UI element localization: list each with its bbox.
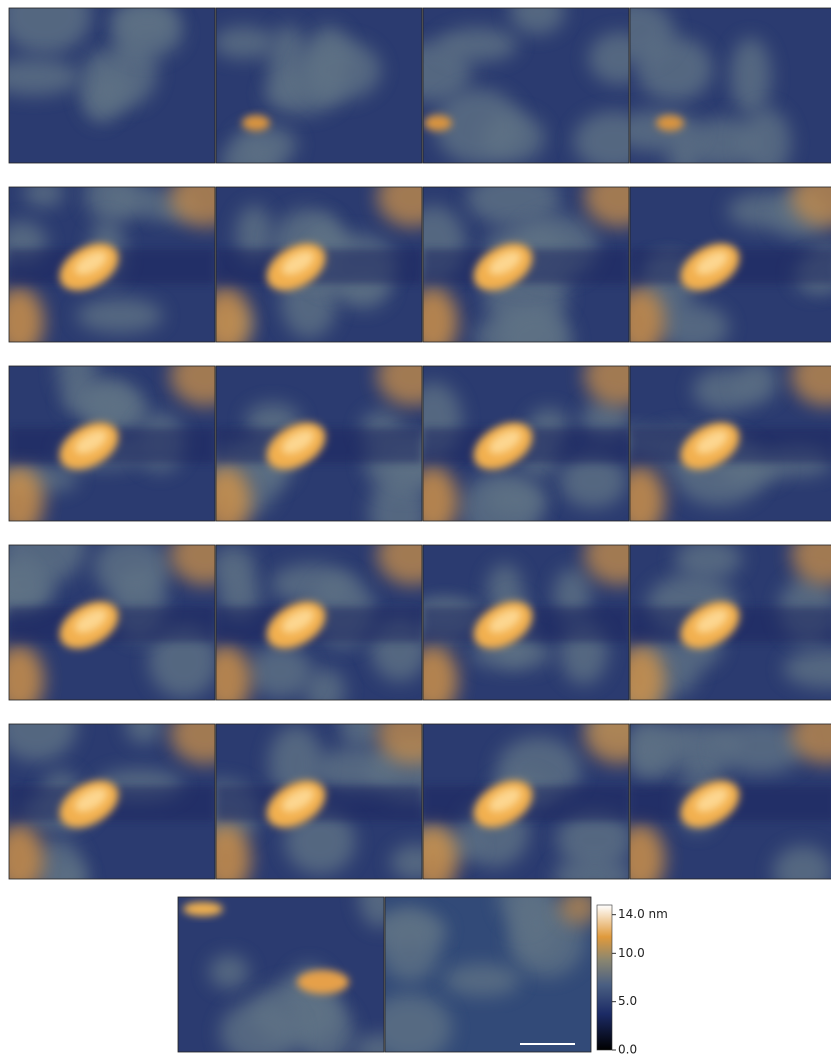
terrain — [76, 298, 163, 333]
terrain — [107, 184, 167, 217]
panel-content — [0, 507, 240, 715]
panel-content — [0, 0, 215, 163]
terrain — [209, 955, 249, 989]
particle — [424, 115, 452, 131]
terrain — [773, 845, 831, 898]
afm-panel — [183, 704, 456, 894]
image-panels — [0, 0, 831, 1056]
particle — [242, 115, 270, 131]
afm-panel — [404, 525, 654, 715]
afm-panel — [363, 868, 599, 1056]
terrain — [437, 27, 518, 62]
figure: 14.0 nm 10.0 5.0 0.0 — [0, 0, 831, 1056]
terrain — [741, 108, 791, 178]
colorbar — [597, 905, 612, 1050]
afm-panel — [384, 702, 654, 895]
afm-panel — [201, 525, 447, 715]
panel-content — [596, 0, 831, 179]
panel-content — [0, 338, 240, 536]
panel-content — [394, 0, 654, 171]
panel-content — [0, 167, 240, 357]
afm-panel — [596, 0, 831, 179]
terrain — [213, 26, 276, 59]
terrain — [484, 484, 546, 516]
afm-panel — [0, 338, 240, 536]
afm-panel — [615, 704, 831, 898]
panel-content — [201, 525, 447, 715]
panel-content — [598, 346, 831, 536]
panel-content — [615, 704, 831, 898]
afm-panel — [213, 8, 422, 181]
panel-content — [404, 525, 654, 715]
terrain — [313, 747, 397, 792]
panel-content — [615, 167, 831, 357]
panel-content — [0, 690, 240, 903]
terrain — [444, 964, 521, 997]
afm-panel — [594, 525, 831, 717]
terrain — [299, 40, 381, 101]
panel-content — [402, 167, 654, 375]
panel-content — [183, 704, 456, 894]
colorbar-tick-label: 0.0 — [618, 1043, 637, 1056]
terrain — [657, 304, 729, 352]
colorbar-tick-label: 5.0 — [618, 994, 637, 1008]
afm-panel — [201, 346, 447, 551]
terrain — [233, 125, 297, 165]
terrain — [498, 306, 572, 375]
terrain — [379, 909, 441, 982]
panel-content — [201, 346, 447, 551]
terrain — [339, 704, 383, 748]
afm-panel — [402, 167, 654, 375]
afm-panel — [615, 167, 831, 357]
terrain — [125, 707, 162, 744]
panel-content — [405, 346, 654, 546]
corner-glow — [559, 889, 599, 925]
terrain — [23, 178, 64, 207]
colorbar-tick-label: 14.0 nm — [618, 907, 668, 921]
panel-content — [201, 167, 447, 357]
particle — [297, 970, 349, 994]
afm-panel — [394, 0, 654, 171]
afm-panel — [598, 346, 831, 536]
terrain — [730, 38, 771, 116]
afm-panel — [0, 507, 240, 715]
panel-content — [363, 868, 599, 1056]
particle — [656, 115, 684, 131]
terrain — [113, 6, 183, 58]
panel-content — [178, 868, 405, 1056]
panel-content — [384, 702, 654, 895]
colorbar-tick-label: 10.0 — [618, 946, 645, 960]
afm-panel — [0, 690, 240, 903]
afm-panel — [405, 346, 654, 546]
afm-panel — [0, 0, 215, 163]
terrain — [249, 645, 313, 699]
afm-panel — [201, 167, 447, 357]
panel-content — [213, 8, 422, 181]
particle — [183, 902, 223, 916]
afm-panel — [0, 167, 240, 357]
afm-panel — [178, 868, 405, 1056]
